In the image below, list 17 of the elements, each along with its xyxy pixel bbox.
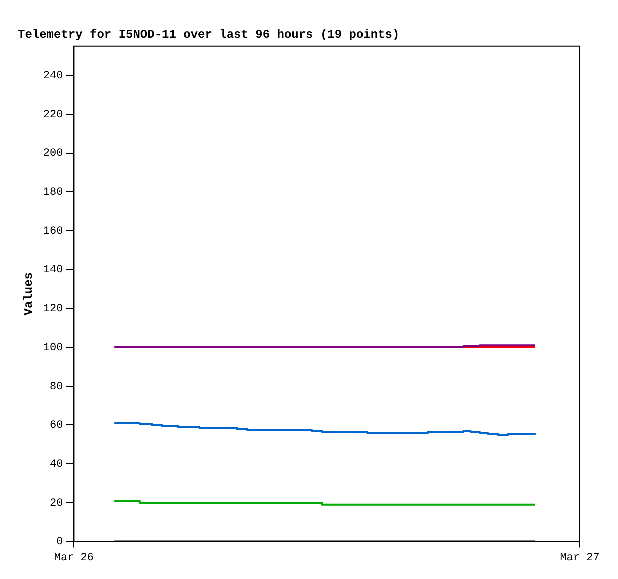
y-tick-label: 180 [43, 187, 64, 200]
y-tick-label: 120 [43, 304, 64, 316]
y-tick-label: 40 [50, 458, 64, 471]
y-axis-title: Values [22, 272, 36, 316]
y-tick-label: 80 [50, 381, 64, 394]
x-tick-label: Mar 27 [560, 552, 600, 564]
chart-title: Telemetry for I5NOD-11 over last 96 hours (19 points) [18, 28, 400, 42]
y-tick-label: 160 [43, 226, 64, 238]
y-tick-label: 100 [43, 342, 64, 354]
y-tick-label: 20 [50, 498, 64, 510]
y-tick-label: 0 [56, 536, 64, 549]
y-tick-label: 240 [43, 70, 64, 82]
x-tick-label: Mar 26 [54, 552, 94, 564]
y-tick-label: 140 [43, 264, 64, 277]
y-tick-label: 200 [43, 148, 64, 160]
y-tick-label: 220 [43, 109, 64, 122]
y-tick-label: 60 [50, 420, 64, 432]
